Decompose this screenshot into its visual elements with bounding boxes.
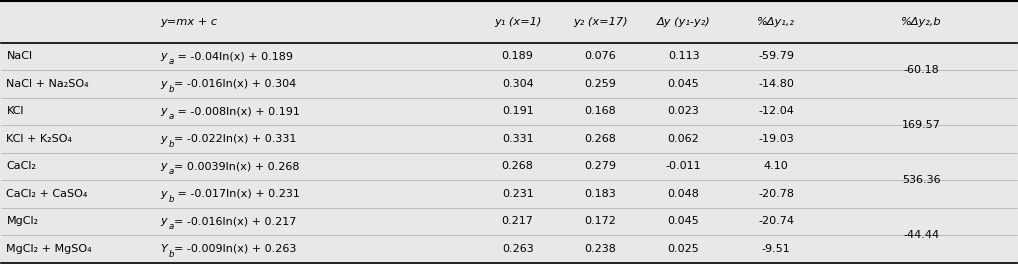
Text: CaCl₂: CaCl₂ xyxy=(6,161,37,171)
Text: -0.011: -0.011 xyxy=(666,161,701,171)
Text: -20.78: -20.78 xyxy=(758,189,794,199)
Text: %Δy₂,b: %Δy₂,b xyxy=(901,17,942,27)
Text: 0.189: 0.189 xyxy=(502,51,533,62)
Text: KCl + K₂SO₄: KCl + K₂SO₄ xyxy=(6,134,72,144)
Text: Δy (y₁-y₂): Δy (y₁-y₂) xyxy=(657,17,711,27)
Text: 0.045: 0.045 xyxy=(668,216,699,226)
Text: 0.259: 0.259 xyxy=(584,79,616,89)
Text: 0.238: 0.238 xyxy=(584,244,616,254)
Text: a: a xyxy=(168,57,174,67)
Text: 0.076: 0.076 xyxy=(584,51,616,62)
Text: MgCl₂: MgCl₂ xyxy=(6,216,39,226)
Text: y: y xyxy=(161,161,167,171)
Text: y₁ (x=1): y₁ (x=1) xyxy=(494,17,542,27)
Text: b: b xyxy=(168,250,174,259)
Text: y: y xyxy=(161,134,167,144)
Text: -59.79: -59.79 xyxy=(758,51,794,62)
Text: KCl: KCl xyxy=(6,106,24,116)
Text: 0.331: 0.331 xyxy=(502,134,533,144)
Text: 0.263: 0.263 xyxy=(502,244,533,254)
Text: 169.57: 169.57 xyxy=(902,120,941,130)
Text: -60.18: -60.18 xyxy=(904,65,940,75)
Text: = -0.016ln(x) + 0.304: = -0.016ln(x) + 0.304 xyxy=(174,79,296,89)
Text: 0.172: 0.172 xyxy=(584,216,616,226)
Text: Y: Y xyxy=(161,244,168,254)
Text: = -0.017ln(x) + 0.231: = -0.017ln(x) + 0.231 xyxy=(174,189,300,199)
Text: b: b xyxy=(168,140,174,149)
Text: -9.51: -9.51 xyxy=(761,244,790,254)
Text: -20.74: -20.74 xyxy=(758,216,794,226)
Text: b: b xyxy=(168,85,174,94)
Text: = -0.009ln(x) + 0.263: = -0.009ln(x) + 0.263 xyxy=(174,244,296,254)
Text: -19.03: -19.03 xyxy=(758,134,794,144)
Text: y: y xyxy=(161,106,167,116)
Text: %Δy₁,₂: %Δy₁,₂ xyxy=(757,17,795,27)
Text: 0.183: 0.183 xyxy=(584,189,616,199)
Text: -12.04: -12.04 xyxy=(758,106,794,116)
Text: 0.113: 0.113 xyxy=(668,51,699,62)
Text: = 0.0039ln(x) + 0.268: = 0.0039ln(x) + 0.268 xyxy=(174,161,299,171)
Text: 0.048: 0.048 xyxy=(668,189,699,199)
Text: b: b xyxy=(168,195,174,204)
Text: -14.80: -14.80 xyxy=(758,79,794,89)
Text: 536.36: 536.36 xyxy=(902,175,941,185)
Text: 0.045: 0.045 xyxy=(668,79,699,89)
Text: = -0.016ln(x) + 0.217: = -0.016ln(x) + 0.217 xyxy=(174,216,296,226)
Text: 0.217: 0.217 xyxy=(502,216,533,226)
Text: 4.10: 4.10 xyxy=(764,161,788,171)
Text: 0.168: 0.168 xyxy=(584,106,616,116)
Text: 0.304: 0.304 xyxy=(502,79,533,89)
Text: 0.191: 0.191 xyxy=(502,106,533,116)
Text: 0.268: 0.268 xyxy=(584,134,616,144)
Text: a: a xyxy=(168,167,174,176)
Text: 0.025: 0.025 xyxy=(668,244,699,254)
Text: a: a xyxy=(168,222,174,231)
Text: y: y xyxy=(161,189,167,199)
Text: 0.268: 0.268 xyxy=(502,161,533,171)
Text: CaCl₂ + CaSO₄: CaCl₂ + CaSO₄ xyxy=(6,189,88,199)
Text: a: a xyxy=(168,112,174,121)
Text: y: y xyxy=(161,79,167,89)
Text: MgCl₂ + MgSO₄: MgCl₂ + MgSO₄ xyxy=(6,244,92,254)
Text: = -0.022ln(x) + 0.331: = -0.022ln(x) + 0.331 xyxy=(174,134,296,144)
Text: NaCl + Na₂SO₄: NaCl + Na₂SO₄ xyxy=(6,79,90,89)
Text: = -0.008ln(x) + 0.191: = -0.008ln(x) + 0.191 xyxy=(174,106,300,116)
Text: 0.231: 0.231 xyxy=(502,189,533,199)
Text: y: y xyxy=(161,51,167,62)
Text: 0.062: 0.062 xyxy=(668,134,699,144)
Text: 0.279: 0.279 xyxy=(584,161,616,171)
Text: = -0.04ln(x) + 0.189: = -0.04ln(x) + 0.189 xyxy=(174,51,293,62)
Text: y₂ (x=17): y₂ (x=17) xyxy=(573,17,628,27)
Text: y: y xyxy=(161,216,167,226)
Text: NaCl: NaCl xyxy=(6,51,33,62)
Text: y=mx + c: y=mx + c xyxy=(161,17,218,27)
Text: 0.023: 0.023 xyxy=(668,106,699,116)
Text: -44.44: -44.44 xyxy=(904,230,940,240)
